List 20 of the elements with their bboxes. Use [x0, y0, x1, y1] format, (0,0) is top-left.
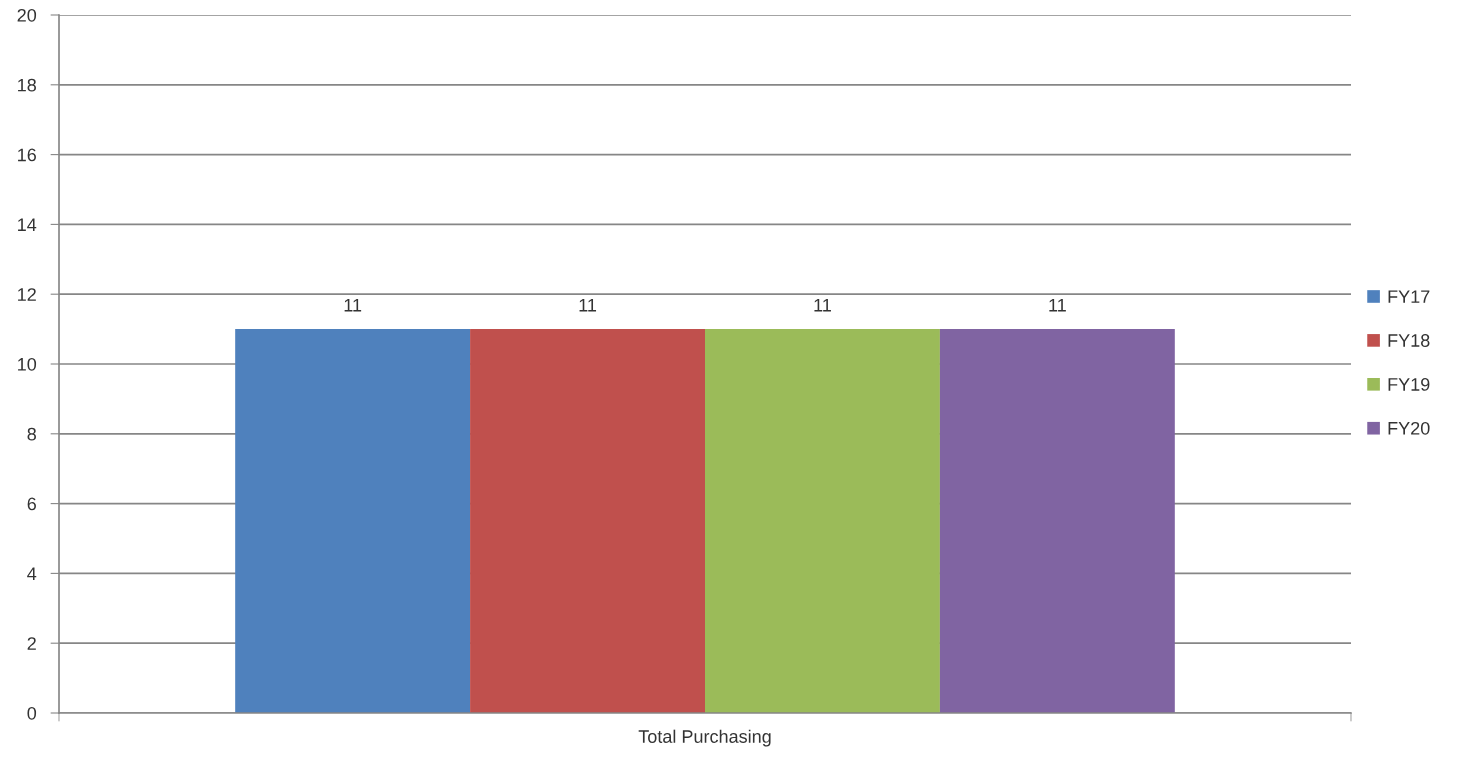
legend-label: FY20 — [1388, 421, 1430, 435]
y-tick-label: 0 — [27, 706, 37, 720]
y-tick-label: 2 — [27, 637, 36, 650]
legend-label: FY17 — [1388, 290, 1430, 303]
data-label: 11 — [344, 299, 362, 312]
y-tick-label: 10 — [18, 357, 37, 371]
legend-label: FY18 — [1388, 334, 1430, 347]
y-tick-label: 12 — [18, 288, 36, 301]
data-label: 11 — [814, 299, 831, 312]
data-label: 11 — [1049, 299, 1066, 312]
y-tick-label: 20 — [17, 8, 37, 22]
y-tick-label: 6 — [27, 497, 36, 511]
y-tick-label: 14 — [18, 218, 37, 231]
data-label: 11 — [579, 299, 597, 312]
y-tick-label: 18 — [18, 78, 36, 92]
y-tick-label: 16 — [18, 148, 36, 162]
y-tick-label: 4 — [27, 567, 37, 580]
legend-label: FY19 — [1388, 378, 1430, 391]
x-tick-label: Total Purchasing — [638, 729, 771, 747]
y-tick-label: 8 — [27, 427, 36, 441]
